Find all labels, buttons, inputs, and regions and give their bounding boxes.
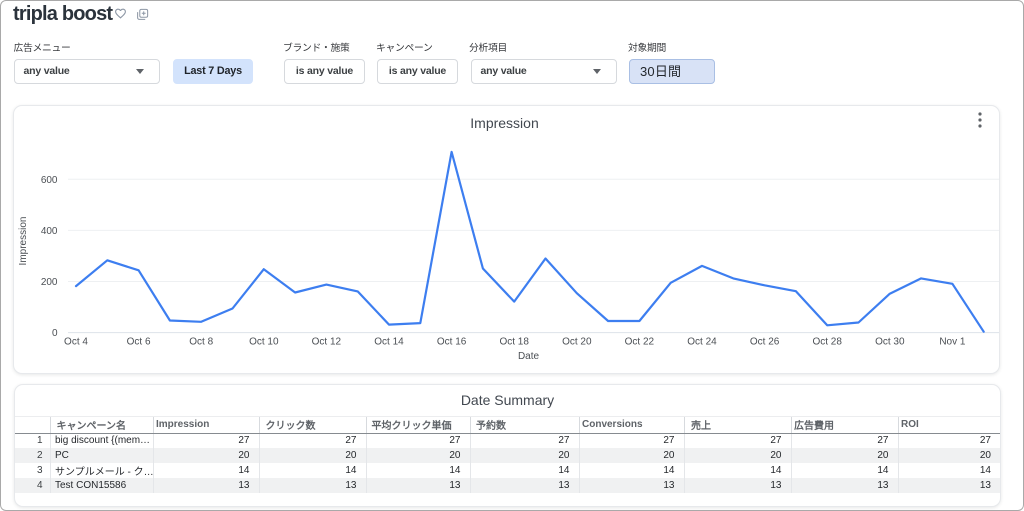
- svg-text:Oct 18: Oct 18: [499, 337, 529, 348]
- svg-text:Oct 16: Oct 16: [437, 337, 467, 348]
- svg-text:Oct 6: Oct 6: [127, 337, 151, 348]
- svg-text:Oct 12: Oct 12: [312, 337, 342, 348]
- svg-text:Oct 28: Oct 28: [812, 337, 842, 348]
- svg-text:Oct 30: Oct 30: [875, 337, 905, 348]
- svg-text:Oct 20: Oct 20: [562, 337, 592, 348]
- svg-text:Date: Date: [518, 351, 540, 362]
- svg-text:Impression: Impression: [18, 217, 29, 266]
- svg-text:Oct 4: Oct 4: [64, 337, 88, 348]
- svg-text:Oct 22: Oct 22: [625, 337, 655, 348]
- svg-text:Oct 14: Oct 14: [374, 337, 404, 348]
- svg-text:200: 200: [41, 277, 58, 288]
- svg-text:Oct 26: Oct 26: [750, 337, 780, 348]
- svg-text:Oct 8: Oct 8: [189, 337, 213, 348]
- svg-text:600: 600: [41, 175, 58, 186]
- svg-text:400: 400: [41, 226, 58, 237]
- svg-text:Oct 24: Oct 24: [687, 337, 717, 348]
- svg-text:Oct 10: Oct 10: [249, 337, 279, 348]
- svg-text:Nov 1: Nov 1: [939, 337, 966, 348]
- svg-text:0: 0: [52, 328, 58, 339]
